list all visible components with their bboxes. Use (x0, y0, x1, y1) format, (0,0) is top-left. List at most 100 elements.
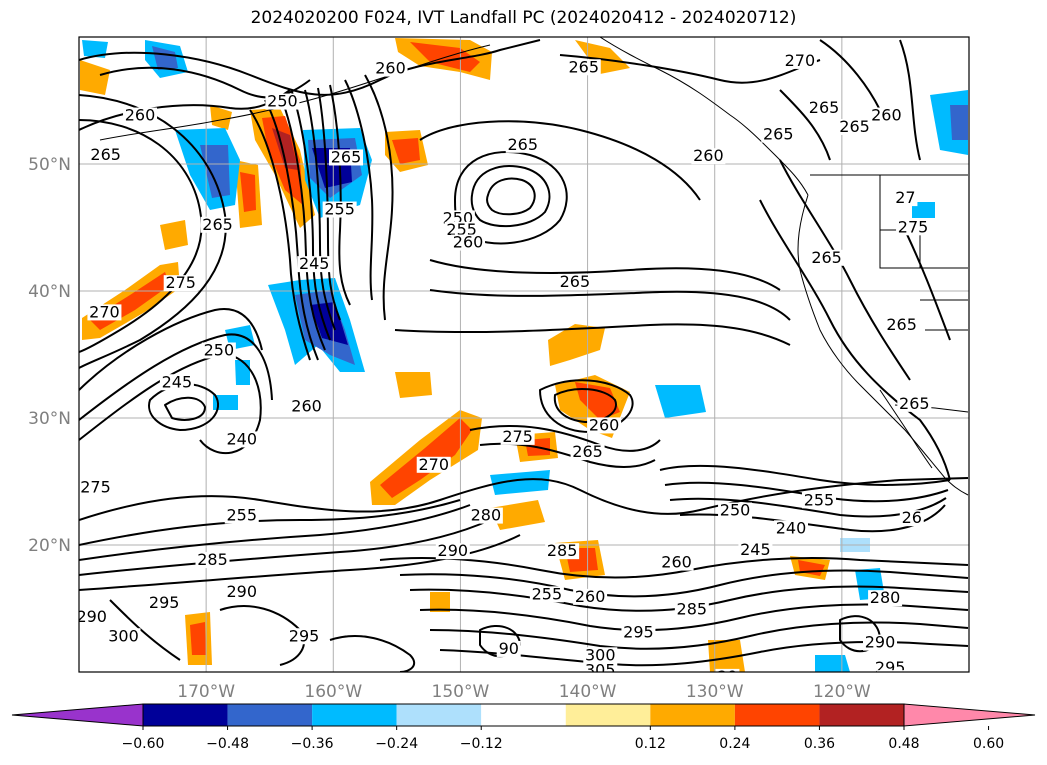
positive-pc-blob (80, 38, 630, 95)
contour-line (79, 308, 263, 391)
contour-label: 265 (763, 125, 794, 144)
contour-label-bg (224, 431, 259, 448)
contour-label-bg (621, 624, 656, 641)
contour-label: 255 (446, 220, 477, 239)
contour-line (399, 569, 969, 598)
contour-label: 245 (162, 372, 193, 391)
contour-line (79, 353, 262, 454)
contour-label: 305 (883, 680, 914, 699)
contour-label: 285 (479, 671, 510, 690)
contour-line (659, 464, 951, 486)
contour-label-bg (201, 342, 236, 359)
contour-line (479, 442, 656, 469)
contour-label: 270 (418, 455, 449, 474)
contour-line (419, 603, 969, 632)
colorbar-segment (565, 704, 651, 726)
colorbar-segment (734, 704, 820, 726)
contour-label-bg (123, 107, 158, 124)
contour-label-bg (265, 93, 300, 110)
contour-line (79, 504, 471, 561)
contour-label: 265 (90, 145, 121, 164)
colorbar-tick-label: −0.48 (206, 736, 249, 752)
contour-label-bg (801, 492, 836, 509)
lat-tick-label: 40°N (28, 282, 71, 302)
contour-label-bg (373, 60, 408, 77)
contour-label: 260 (575, 587, 606, 606)
colorbar-tick-label: −0.60 (122, 736, 165, 752)
contour-line (486, 177, 536, 216)
contour-label-bg (566, 59, 601, 76)
contour-line (99, 66, 311, 99)
contour-label-bg (774, 520, 808, 537)
contour-label: 260 (125, 106, 156, 125)
lon-tick-label: 170°W (177, 682, 235, 702)
contour-line (759, 199, 951, 481)
contour-line (317, 87, 341, 321)
contour-label: 255 (532, 584, 563, 603)
contour-label-bg (88, 146, 123, 163)
colorbar-extend-high (903, 703, 1036, 727)
contour-label: 250 (267, 92, 298, 111)
contour-label-bg (587, 417, 622, 434)
contour-line (79, 499, 461, 546)
colorbar-tick-label: −0.12 (460, 736, 503, 752)
contour-label: 260 (693, 146, 724, 165)
graticule (79, 37, 969, 672)
contour-label-bg (738, 541, 773, 558)
contour-label-bg (837, 118, 872, 135)
contour-label-bg (529, 586, 564, 603)
colorbar-tick-label: 0.36 (804, 736, 835, 752)
contour-label-bg (289, 398, 324, 415)
contour-label-bg (505, 136, 540, 153)
contour-line (79, 94, 227, 369)
contour-label-bg (659, 554, 694, 571)
contour-line (669, 497, 947, 518)
contour-label: 265 (507, 135, 538, 154)
lat-tick-label: 30°N (28, 409, 71, 429)
contour-label-bg (570, 444, 605, 461)
contour-line (79, 519, 491, 576)
contour-label: 265 (839, 117, 870, 136)
contour-label-bg (896, 219, 931, 236)
contour-label-bg (691, 148, 726, 165)
contour-label: 265 (811, 248, 842, 267)
contour-line (779, 159, 911, 381)
contour-label: 295 (875, 658, 906, 677)
contour-line (304, 89, 336, 331)
contour-label: 300 (108, 626, 139, 645)
contour-label: 290 (438, 541, 469, 560)
contour-label-bg (573, 588, 608, 605)
contour-label-bg (468, 507, 503, 524)
contour-label-bg (195, 552, 230, 569)
contour-line (429, 621, 969, 650)
contour-label: 265 (331, 147, 362, 166)
contour-line (379, 557, 969, 579)
contour-label: 260 (661, 553, 692, 572)
contour-label-bg (163, 275, 198, 292)
contour-label-bg (496, 640, 521, 657)
contour-line (329, 634, 416, 672)
positive-pc-blob (160, 105, 262, 250)
contour-label: 290 (76, 607, 107, 626)
contour-label-bg (297, 256, 332, 273)
colorbar-segment (143, 704, 228, 726)
longitude-tick-labels: 170°W 160°W 150°W 140°W 130°W 120°W (177, 682, 871, 702)
contour-label: 275 (898, 217, 929, 236)
state-borders (879, 175, 968, 331)
contour-line (79, 333, 273, 421)
contour-line (164, 396, 206, 421)
contour-label: 26 (902, 508, 922, 527)
contour-label-bg (876, 670, 911, 672)
contour-line (559, 54, 821, 84)
contour-label-bg (583, 662, 618, 672)
contour-line (779, 89, 831, 161)
contour-label: 300 (879, 668, 910, 687)
lon-tick-label: 140°W (559, 682, 617, 702)
contour-line (394, 323, 791, 346)
contour-label-bg (159, 374, 194, 391)
contour-label-bg (200, 216, 235, 233)
contour-label-bg (500, 428, 535, 445)
colorbar-tick-label: 0.60 (973, 736, 1004, 752)
contour-label: 245 (299, 254, 330, 273)
contour-label-bg (451, 234, 486, 251)
